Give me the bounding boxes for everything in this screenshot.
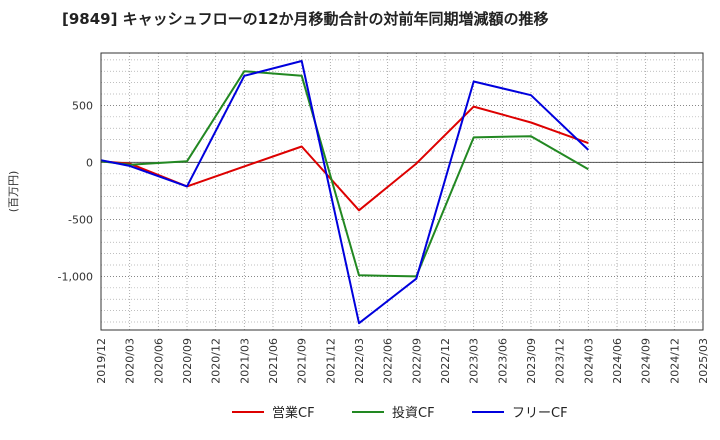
series-layer: [100, 60, 589, 325]
legend-label: 営業CF: [272, 405, 315, 421]
grid-layer: [100, 53, 704, 330]
x-tick-label: 2021/03: [238, 338, 251, 384]
plot-frame: [100, 52, 704, 331]
x-tick-label: 2023/03: [468, 338, 481, 384]
legend: 営業CF 投資CF フリーCF: [232, 405, 568, 421]
x-tick-label: 2023/06: [496, 338, 509, 384]
x-tick-label: 2024/06: [611, 338, 624, 384]
x-tick-label: 2022/09: [410, 338, 423, 384]
x-tick-label: 2021/06: [267, 338, 280, 384]
x-tick-label: 2021/09: [296, 338, 309, 384]
series-line-1: [100, 70, 589, 278]
y-tick-label: -500: [68, 213, 93, 226]
series-line-2: [100, 60, 589, 325]
x-tick-label: 2024/12: [668, 338, 681, 384]
x-tick-label: 2022/06: [382, 338, 395, 384]
chart-title: [9849] キャッシュフローの12か月移動合計の対前年同期増減額の推移: [62, 10, 549, 28]
y-tick-label: 0: [86, 156, 93, 169]
x-tick-label: 2020/12: [210, 338, 223, 384]
legend-label: 投資CF: [392, 405, 435, 421]
x-tick-label: 2022/03: [353, 338, 366, 384]
x-tick-label: 2022/12: [439, 338, 452, 384]
series-line-0: [100, 105, 589, 212]
x-tick-label: 2020/06: [152, 338, 165, 384]
x-tick-label: 2023/09: [525, 338, 538, 384]
y-tick-label: -1,000: [58, 270, 93, 283]
x-tick-label: 2020/03: [124, 338, 137, 384]
x-tick-label: 2024/09: [640, 338, 653, 384]
x-tick-label: 2019/12: [95, 338, 108, 384]
x-tick-label: 2023/12: [554, 338, 567, 384]
y-tick-labels: 500 0 -500 -1,000: [58, 99, 93, 283]
x-tick-label: 2020/09: [181, 338, 194, 384]
legend-label: フリーCF: [512, 406, 568, 421]
x-tick-label: 2024/03: [582, 338, 595, 384]
y-tick-label: 500: [72, 99, 93, 112]
y-axis-label: (百万円): [7, 171, 20, 213]
x-tick-label: 2021/12: [324, 338, 337, 384]
x-tick-labels: 2019/12 2020/03 2020/06 2020/09 2020/12 2021/…: [95, 338, 710, 384]
x-tick-label: 2025/03: [697, 338, 710, 384]
